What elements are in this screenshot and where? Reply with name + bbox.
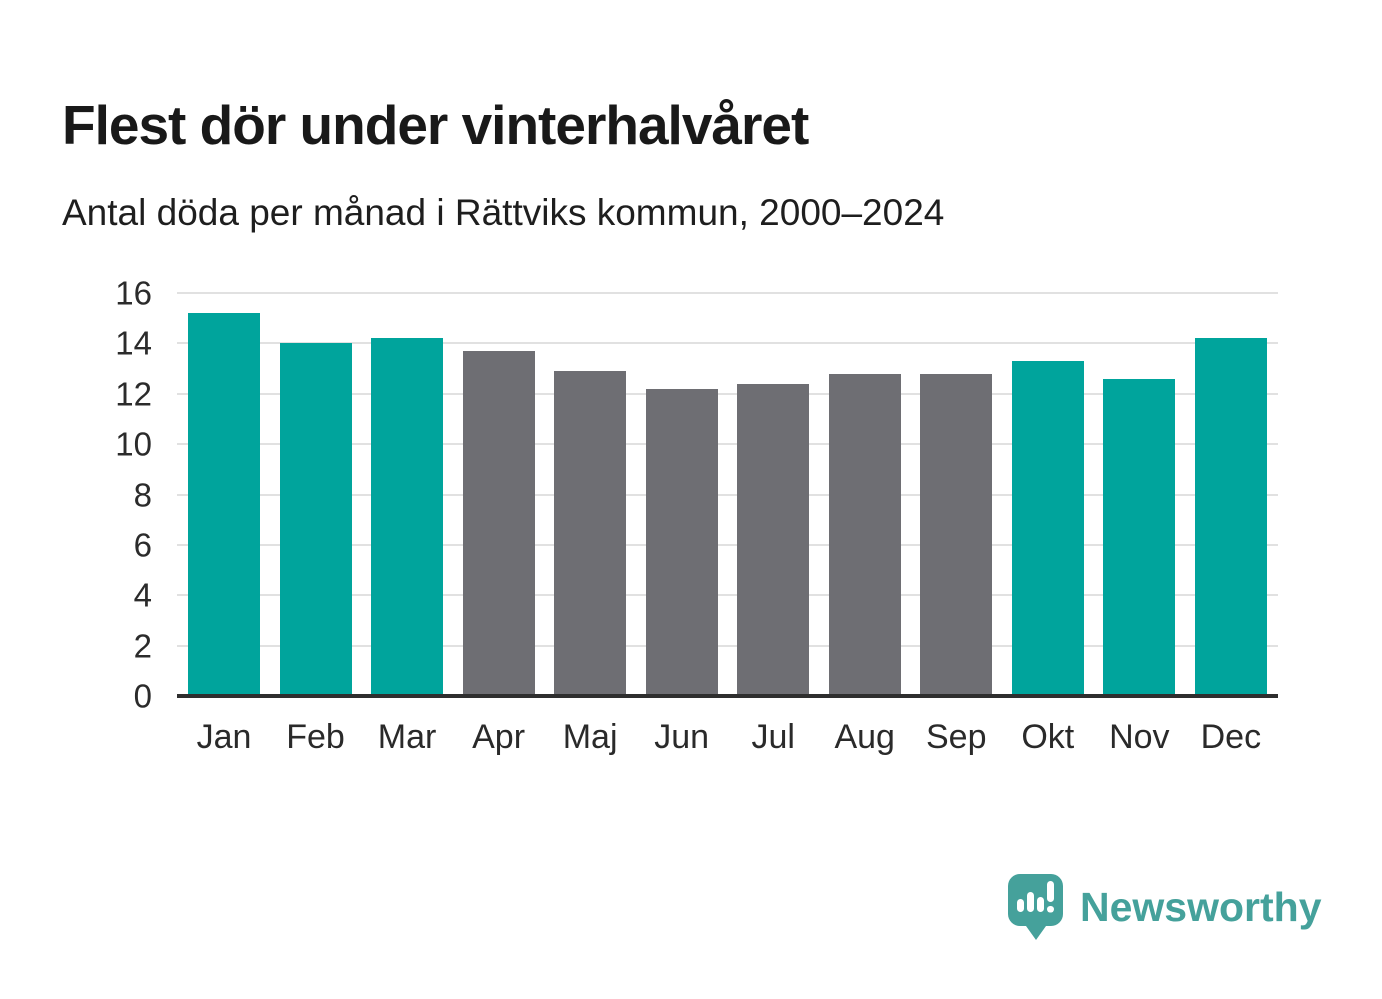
y-tick-label: 10 <box>115 425 152 463</box>
gridline <box>177 493 1278 496</box>
bar-jan <box>188 313 260 696</box>
x-tick-label: Dec <box>1200 718 1262 756</box>
newsworthy-logo-text: Newsworthy <box>1080 884 1322 930</box>
gridline <box>177 342 1278 345</box>
plot-area <box>177 292 1278 698</box>
y-tick-label: 16 <box>115 274 152 312</box>
x-tick-label: Mar <box>377 718 437 756</box>
gridline <box>177 392 1278 395</box>
gridline <box>177 644 1278 647</box>
y-tick-label: 12 <box>115 375 152 413</box>
x-tick-label: Maj <box>562 718 618 756</box>
bar-chart-speech-bubble-icon <box>1008 874 1063 940</box>
gridline <box>177 543 1278 546</box>
y-tick-label: 8 <box>133 476 152 513</box>
y-tick-label: 14 <box>115 324 152 362</box>
bar-dec <box>1194 338 1267 696</box>
chart-subtitle: Antal döda per månad i Rättviks kommun, … <box>62 192 945 233</box>
y-tick-label: 6 <box>133 526 152 564</box>
bar-maj <box>554 371 627 696</box>
gridline <box>177 443 1278 446</box>
y-tick-label: 4 <box>133 576 152 614</box>
bar-jun <box>645 388 718 696</box>
bar-okt <box>1011 361 1084 696</box>
bar-sep <box>920 373 993 696</box>
bar-apr <box>462 350 535 696</box>
y-axis: 0 2 4 6 8 10 12 14 16 <box>58 277 152 713</box>
newsworthy-logo: Newsworthy <box>1008 874 1322 941</box>
gridline <box>177 292 1278 294</box>
x-tick-label: Nov <box>1109 718 1170 756</box>
bar-feb <box>279 343 352 696</box>
y-tick-label: 0 <box>133 677 152 715</box>
bar-mar <box>371 338 444 696</box>
chart-title: Flest dör under vinterhalvåret <box>62 93 809 156</box>
x-tick-label: Apr <box>472 718 526 756</box>
x-tick-label: Jan <box>196 718 252 756</box>
x-axis-line <box>177 694 1278 698</box>
x-tick-label: Feb <box>286 718 345 756</box>
x-tick-label: Okt <box>1021 718 1075 756</box>
gridline <box>177 594 1278 597</box>
x-tick-label: Jul <box>751 718 795 756</box>
x-tick-label: Sep <box>926 718 987 756</box>
bar-nov <box>1103 378 1176 696</box>
x-tick-label: Jun <box>654 718 710 756</box>
x-axis: Jan Feb Mar Apr Maj Jun Jul Aug Sep Okt Nov Dec <box>177 702 1278 757</box>
y-tick-label: 2 <box>133 627 152 665</box>
x-tick-label: Aug <box>834 718 895 756</box>
bar-jul <box>737 383 810 696</box>
bar-aug <box>828 373 901 696</box>
